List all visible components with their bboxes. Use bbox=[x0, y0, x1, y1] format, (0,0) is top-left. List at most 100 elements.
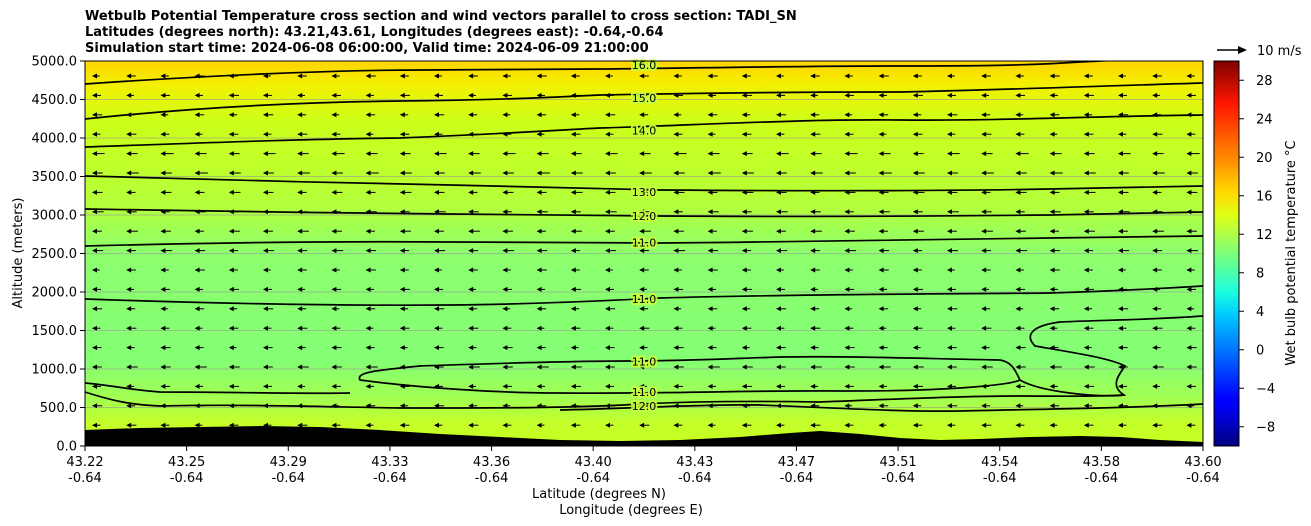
wind-vector bbox=[1152, 248, 1163, 254]
wind-vector bbox=[673, 170, 685, 176]
wind-vector bbox=[707, 248, 719, 254]
y-axis: 0.0 500.0 1000.0 1500.0 2000.0 2500.0 3000.0 35… bbox=[32, 55, 85, 455]
wind-vector bbox=[878, 73, 889, 79]
wind-vector bbox=[263, 267, 271, 273]
wind-vector bbox=[1186, 131, 1196, 137]
wind-vector bbox=[194, 325, 203, 331]
wind-vector bbox=[92, 306, 103, 312]
y-tick-label: 3000.0 bbox=[32, 209, 78, 224]
wind-vector bbox=[605, 383, 614, 389]
wind-vector bbox=[399, 170, 412, 176]
wind-vector bbox=[878, 383, 887, 389]
wind-vector bbox=[434, 286, 443, 292]
wind-vector bbox=[776, 286, 785, 292]
wind-vector bbox=[741, 306, 751, 312]
svg-text:12.0: 12.0 bbox=[632, 210, 657, 223]
wind-vector bbox=[878, 267, 889, 273]
wind-vector bbox=[1083, 228, 1095, 234]
title-line-1: Wetbulb Potential Temperature cross sect… bbox=[85, 9, 797, 24]
colorbar-tick-label: 24 bbox=[1256, 112, 1273, 127]
wind-vector bbox=[1015, 267, 1024, 273]
wind-vector bbox=[126, 189, 136, 195]
wind-vector bbox=[468, 403, 478, 409]
wind-vector bbox=[194, 267, 205, 273]
wind-vector bbox=[741, 92, 752, 98]
svg-text:11.0: 11.0 bbox=[632, 237, 657, 250]
wind-vector bbox=[741, 364, 753, 370]
wind-vector bbox=[570, 383, 581, 389]
wind-vector bbox=[912, 286, 923, 292]
wind-vector bbox=[1118, 267, 1126, 273]
wind-vector bbox=[605, 73, 613, 79]
wind-vector bbox=[536, 228, 546, 234]
wind-vector bbox=[92, 73, 100, 79]
wind-vector bbox=[194, 189, 205, 195]
wind-vector bbox=[570, 209, 581, 215]
wind-vector bbox=[331, 112, 340, 118]
contour-line bbox=[85, 235, 1203, 247]
wind-vector bbox=[194, 131, 203, 137]
wind-vector bbox=[502, 325, 512, 331]
wind-vector bbox=[263, 170, 274, 176]
wind-vector bbox=[502, 248, 515, 254]
wind-vector bbox=[912, 131, 923, 137]
wind-vector bbox=[878, 170, 892, 176]
wind-vector bbox=[707, 306, 718, 312]
x-tick-label-lat: 43.58 bbox=[1083, 455, 1120, 470]
wind-vector bbox=[1118, 248, 1130, 254]
wind-vector bbox=[502, 267, 511, 273]
wind-vector bbox=[776, 228, 786, 234]
wind-vector bbox=[878, 112, 889, 118]
wind-vector bbox=[1015, 170, 1027, 176]
wind-vector bbox=[536, 112, 547, 118]
wind-vector bbox=[844, 228, 855, 234]
wind-vector bbox=[1083, 151, 1095, 157]
wind-vector bbox=[228, 345, 237, 351]
colorbar: −8 −4 0 4 8 12 16 20 24 28 Wet bulb potential tem… bbox=[1213, 60, 1299, 447]
x-axis-label-lon: Longitude (degrees E) bbox=[559, 503, 703, 518]
x-tick-label-lat: 43.51 bbox=[879, 455, 916, 470]
wind-vector bbox=[605, 364, 615, 370]
wind-vector bbox=[1152, 189, 1162, 195]
wind-vector bbox=[776, 267, 784, 273]
wind-vector bbox=[912, 267, 922, 273]
x-tick-label-lon: -0.64 bbox=[1186, 471, 1220, 486]
x-tick-label-lon: -0.64 bbox=[170, 471, 204, 486]
wind-vector bbox=[160, 306, 169, 312]
colorbar-gradient bbox=[1213, 60, 1240, 447]
wind-vector bbox=[912, 306, 922, 312]
wind-vector bbox=[912, 383, 923, 389]
wind-vector bbox=[1015, 422, 1025, 428]
wind-vector bbox=[263, 112, 274, 118]
wind-vector bbox=[160, 383, 170, 389]
wind-vector bbox=[707, 422, 716, 428]
contour-line bbox=[85, 61, 1118, 85]
x-tick-label-lon: -0.64 bbox=[678, 471, 712, 486]
x-axis: 43.22-0.6443.25-0.6443.29-0.6443.33-0.64… bbox=[66, 446, 1222, 486]
wind-vector bbox=[844, 422, 854, 428]
wind-vector bbox=[92, 383, 101, 389]
wind-vector bbox=[878, 131, 887, 137]
wind-vector bbox=[194, 286, 203, 292]
wind-vector bbox=[536, 286, 545, 292]
wind-vector bbox=[570, 422, 581, 428]
wind-vector bbox=[468, 170, 481, 176]
wind-vector bbox=[776, 112, 787, 118]
wind-vector bbox=[776, 325, 785, 331]
wind-vector bbox=[536, 248, 548, 254]
wind-vector bbox=[605, 345, 615, 351]
y-tick-label: 5000.0 bbox=[32, 55, 78, 70]
colorbar-tick-label: 28 bbox=[1256, 74, 1273, 89]
x-tick-label-lon: -0.64 bbox=[475, 471, 509, 486]
wind-vector bbox=[844, 151, 858, 157]
wind-vector bbox=[878, 248, 890, 254]
contour-label: 15.0 bbox=[630, 90, 659, 107]
wind-vector bbox=[673, 228, 684, 234]
wind-vector bbox=[1186, 228, 1197, 234]
wind-vector bbox=[502, 209, 512, 215]
wind-vector bbox=[331, 306, 340, 312]
contour-label: 12.0 bbox=[630, 398, 659, 415]
wind-vector bbox=[605, 112, 616, 118]
svg-text:12.0: 12.0 bbox=[632, 400, 657, 413]
svg-text:13.0: 13.0 bbox=[632, 186, 657, 199]
